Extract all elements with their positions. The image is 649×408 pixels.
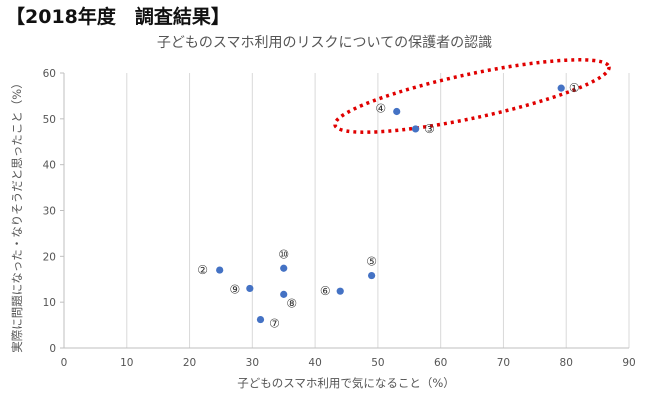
x-tick-label: 50 bbox=[371, 357, 384, 369]
data-point bbox=[216, 266, 224, 274]
x-tick-label: 60 bbox=[434, 357, 447, 369]
data-point bbox=[557, 84, 565, 92]
point-label: ① bbox=[569, 81, 580, 95]
x-tick-label: 30 bbox=[246, 357, 259, 369]
x-tick-label: 10 bbox=[120, 357, 133, 369]
y-tick-label: 20 bbox=[43, 251, 56, 263]
x-axis-label: 子どものスマホ利用で気になること（%） bbox=[237, 376, 455, 390]
y-tick-label: 40 bbox=[43, 160, 56, 172]
data-point bbox=[246, 284, 254, 293]
gridlines bbox=[126, 73, 630, 348]
point-label: ⑨ bbox=[229, 282, 240, 296]
data-point bbox=[256, 315, 265, 324]
point-label: ⑧ bbox=[286, 296, 297, 310]
x-tick-label: 40 bbox=[308, 357, 321, 369]
highlight-ellipse bbox=[333, 58, 611, 134]
point-label: ⑥ bbox=[320, 284, 331, 298]
data-point bbox=[393, 107, 401, 116]
chart-title: 子どものスマホ利用のリスクについての保護者の認識 bbox=[156, 35, 493, 51]
y-tick-label: 50 bbox=[43, 114, 56, 126]
point-label: ⑩ bbox=[278, 247, 289, 261]
x-tick-label: 90 bbox=[622, 357, 635, 369]
x-tick-label: 70 bbox=[497, 357, 510, 369]
y-tick-label: 0 bbox=[49, 343, 56, 355]
data-point bbox=[336, 287, 344, 295]
y-axis-label: 実際に問題になった・なりそうだと思ったこと（%） bbox=[10, 77, 24, 352]
tick-labels: 0 10 20 30 40 50 60 0 10 20 30 40 50 60 70 80 90 bbox=[43, 68, 636, 369]
data-point bbox=[280, 264, 288, 272]
point-label: ⑤ bbox=[366, 255, 377, 269]
data-point bbox=[411, 125, 420, 133]
axes bbox=[60, 72, 629, 349]
data-point bbox=[280, 290, 288, 298]
y-tick-label: 60 bbox=[43, 68, 56, 80]
x-tick-label: 20 bbox=[183, 357, 196, 369]
data-points bbox=[216, 84, 565, 324]
x-tick-label: 0 bbox=[61, 357, 68, 369]
x-tick-label: 80 bbox=[560, 357, 573, 369]
point-label: ② bbox=[197, 263, 208, 277]
y-tick-label: 30 bbox=[43, 206, 56, 218]
data-point bbox=[368, 271, 376, 280]
y-tick-label: 10 bbox=[43, 297, 56, 309]
point-labels: ① ② ③ ④ ⑤ ⑥ ⑦⑧ ⑨ ⑩ bbox=[197, 81, 579, 330]
header-title: 【2018年度 調査結果】 bbox=[6, 6, 230, 28]
point-label: ④ bbox=[375, 102, 386, 116]
point-label: ③ bbox=[424, 122, 435, 136]
point-label: ⑦ bbox=[269, 317, 280, 331]
